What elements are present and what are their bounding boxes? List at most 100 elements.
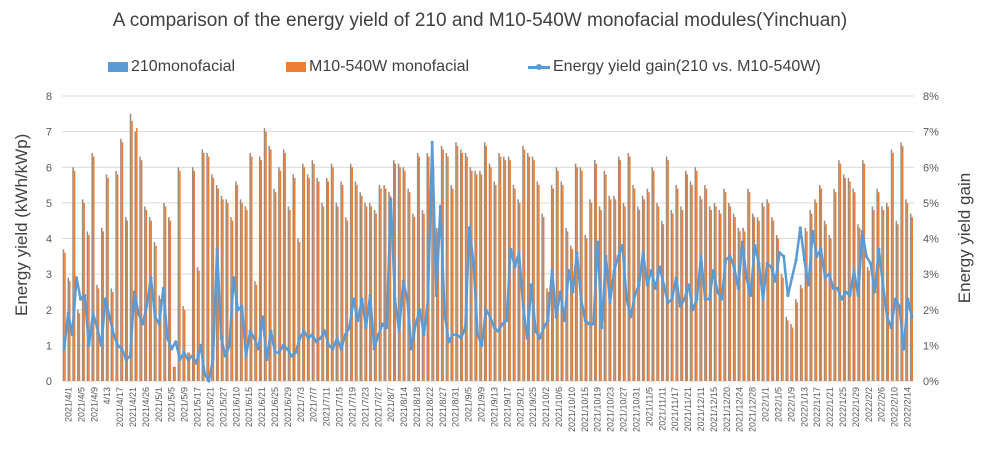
x-tick-label: 2021/9/21 (515, 387, 525, 427)
y-left-tick-label: 7 (46, 127, 52, 139)
gain-point (517, 251, 521, 255)
gain-point (145, 304, 149, 308)
bar-m10-540w (136, 128, 138, 381)
gain-point (178, 358, 182, 362)
x-tick-label: 2021/9/17 (502, 387, 512, 427)
gain-point (583, 318, 587, 323)
bar-210monofacial (838, 160, 840, 381)
bar-210monofacial (124, 217, 127, 381)
bar-210monofacial (407, 188, 409, 381)
gain-point (66, 311, 70, 315)
bar-m10-540w (863, 163, 866, 381)
gain-point (674, 276, 678, 280)
bar-210monofacial (881, 206, 883, 381)
bar-210monofacial (397, 163, 400, 381)
gain-point (533, 329, 538, 333)
gain-point (447, 340, 451, 344)
bar-m10-540w (815, 202, 818, 381)
bar-m10-540w (873, 210, 875, 381)
x-tick-label: 2021/7/19 (348, 387, 358, 427)
gain-point (567, 268, 571, 273)
bar-m10-540w (533, 160, 535, 381)
bar-210monofacial (182, 306, 184, 381)
gain-point (902, 347, 906, 351)
bar-m10-540w (782, 277, 784, 381)
gain-point (686, 283, 691, 287)
x-tick-label: 2022/2/10 (890, 387, 900, 427)
gain-point (649, 268, 653, 273)
y-axis-left-ticks: 0 1 2 3 4 5 6 7 8 (46, 91, 52, 388)
bar-210monofacial (905, 199, 907, 381)
gain-point (600, 325, 604, 330)
bar-210monofacial (900, 142, 902, 381)
bar-m10-540w (480, 174, 483, 381)
gain-point (401, 279, 405, 283)
bar-m10-540w (542, 217, 545, 381)
gain-point (442, 311, 447, 315)
bar-m10-540w (145, 210, 148, 381)
bar-m10-540w (260, 160, 263, 381)
bar-m10-540w (246, 210, 248, 381)
gain-point (302, 329, 306, 333)
bar-210monofacial (522, 145, 524, 381)
gain-point (505, 318, 509, 323)
gain-point (558, 290, 562, 294)
bar-m10-540w (514, 188, 516, 381)
bar-m10-540w (140, 160, 143, 381)
gain-point (860, 229, 864, 233)
gain-point (318, 336, 323, 340)
bar-210monofacial (340, 181, 342, 381)
gain-point (749, 293, 753, 298)
gain-point (194, 361, 199, 365)
x-tick-label: 2021/11/11 (657, 387, 667, 431)
bar-m10-540w (485, 145, 487, 381)
bar-210monofacial (177, 167, 180, 381)
bar-210monofacial (756, 217, 759, 381)
x-tick-label: 2021/7/3 (296, 387, 306, 422)
gain-point (471, 261, 476, 266)
x-tick-label: 2021/11/21 (683, 387, 693, 431)
gain-point (198, 343, 203, 347)
gain-point (612, 268, 616, 273)
bar-210monofacial (421, 210, 424, 381)
gain-point (831, 286, 835, 290)
gain-point (430, 140, 434, 144)
gain-point (728, 254, 732, 258)
bar-210monofacial (254, 281, 256, 381)
bar-m10-540w (801, 288, 803, 381)
gain-point (794, 258, 798, 262)
bar-210monofacial (316, 177, 318, 381)
gain-point (339, 347, 343, 351)
x-tick-label: 2021/5/17 (193, 387, 203, 427)
bar-m10-540w (126, 220, 129, 381)
bar-210monofacial (459, 149, 462, 381)
gain-point (852, 268, 856, 273)
bar-m10-540w (88, 234, 90, 381)
x-tick-label: 2021/9/13 (490, 387, 500, 427)
gain-point (74, 276, 79, 280)
bar-210monofacial (742, 227, 744, 381)
gain-point (281, 343, 285, 347)
bar-210monofacial (483, 142, 486, 381)
gain-point (562, 318, 567, 323)
bar-m10-540w (432, 167, 435, 381)
bar-m10-540w (696, 170, 698, 381)
x-tick-label: 2022/1/1 (761, 387, 771, 422)
gain-point (633, 293, 637, 298)
bar-m10-540w (523, 149, 526, 381)
bar-m10-540w (834, 192, 837, 381)
bar-m10-540w (614, 199, 617, 381)
bar-210monofacial (168, 217, 170, 381)
bar-m10-540w (303, 167, 306, 381)
bar-210monofacial (239, 199, 242, 381)
bar-210monofacial (694, 167, 697, 381)
y-right-tick-label: 1% (923, 340, 939, 352)
bar-210monofacial (321, 202, 323, 381)
gain-point (294, 350, 298, 355)
x-tick-label: 2021/4/26 (141, 387, 151, 427)
gain-point (587, 322, 591, 326)
x-tick-label: 2021/10/23 (606, 387, 616, 432)
gain-point (678, 304, 682, 308)
gain-point (273, 350, 277, 355)
bar-m10-540w (279, 170, 282, 381)
